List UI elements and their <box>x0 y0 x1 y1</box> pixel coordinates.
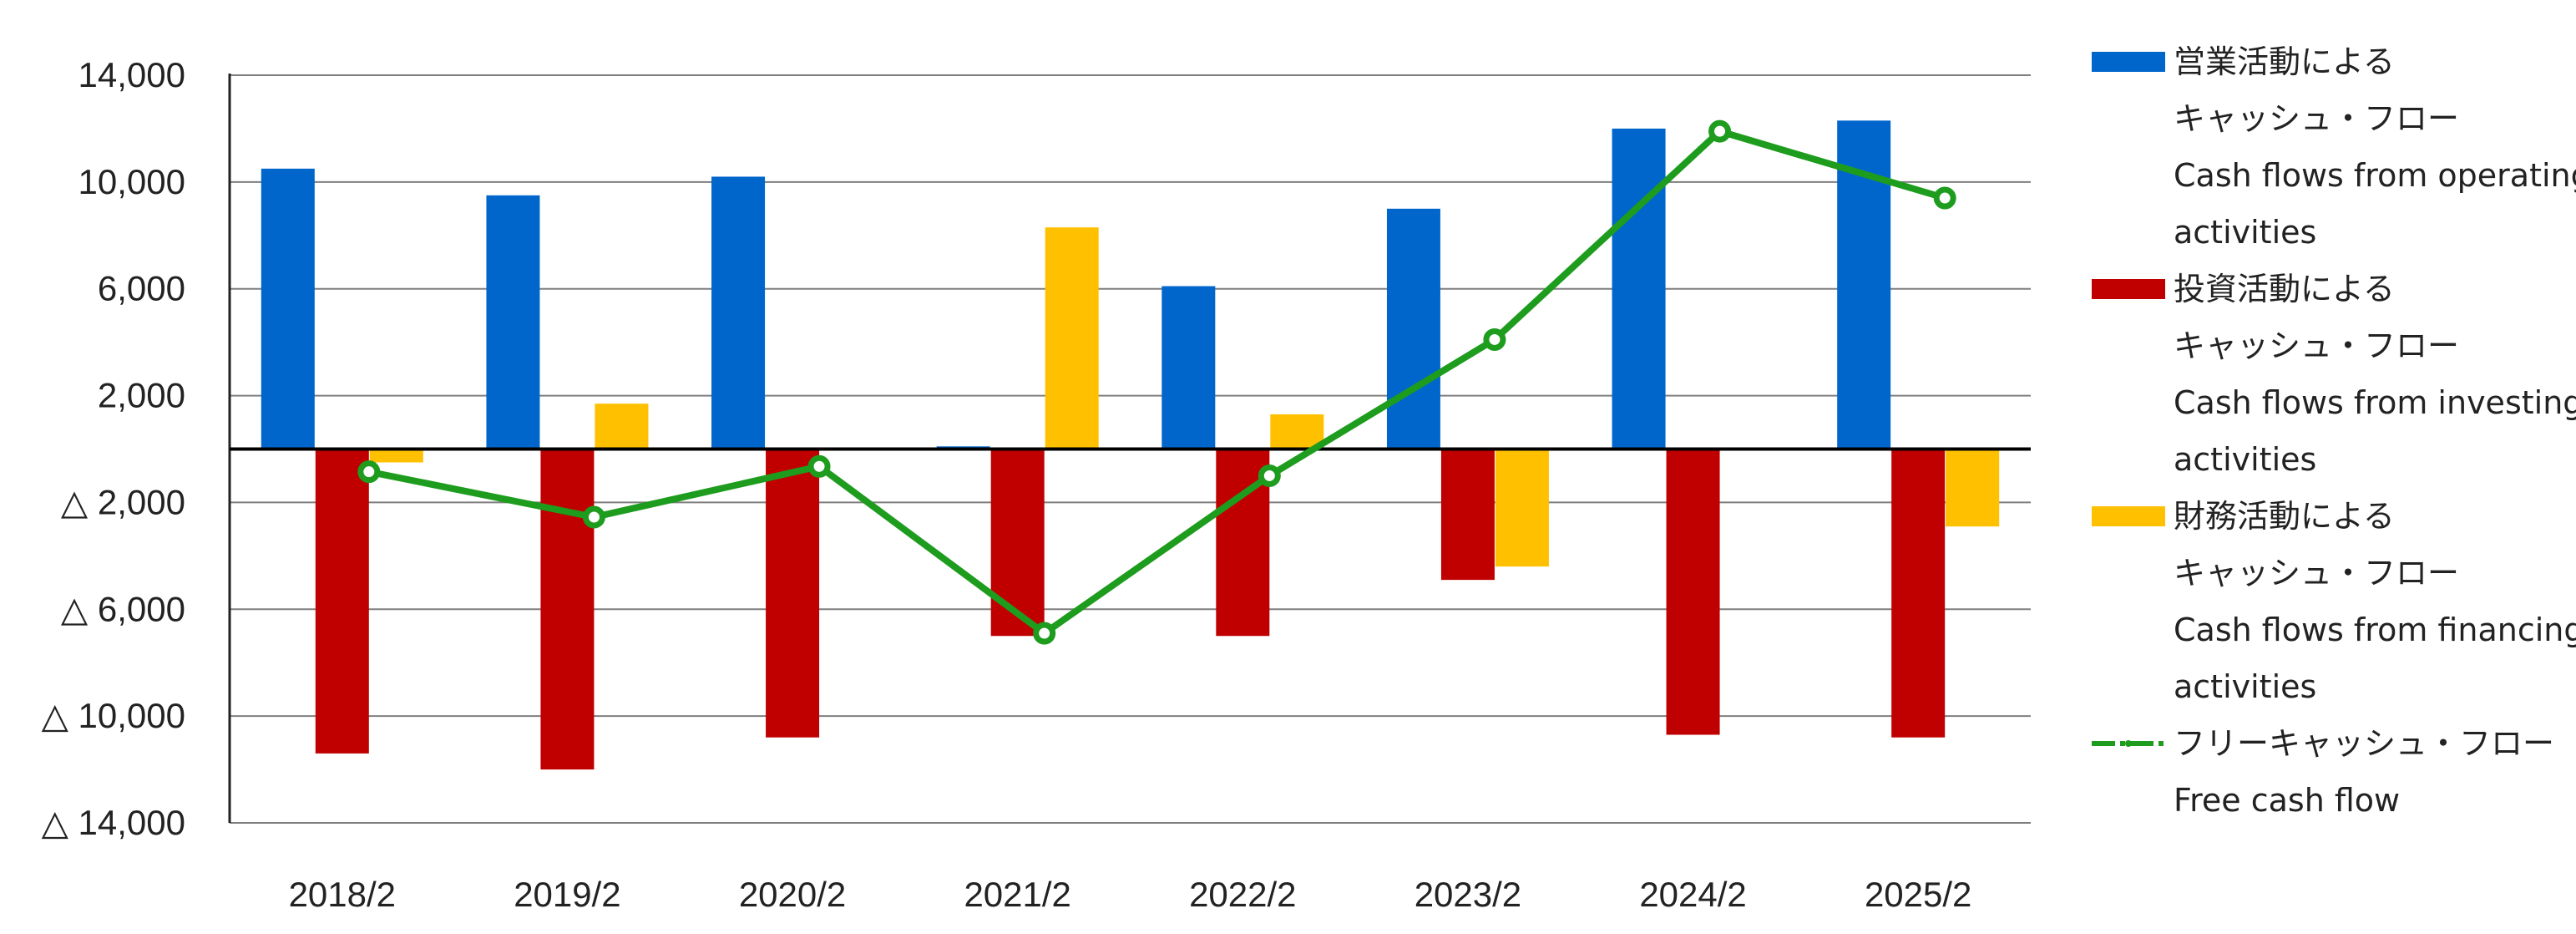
bar <box>540 449 595 770</box>
axes <box>228 74 2031 823</box>
bar <box>369 449 423 463</box>
y-tick-label: 10,000 <box>78 162 185 201</box>
y-tick-label: △ 6,000 <box>61 589 185 628</box>
chart-legend: 営業活動によるキャッシュ・フロー Cash flows from operatin… <box>2092 33 2576 829</box>
legend-label: activities <box>2174 214 2317 251</box>
free-cash-flow-line <box>357 119 1956 645</box>
bar <box>711 176 766 449</box>
line-point <box>582 505 605 529</box>
legend-label: キャッシュ・フロー <box>2174 100 2460 137</box>
line-point <box>1033 622 1056 645</box>
bars <box>261 120 2000 770</box>
line-point <box>807 454 831 478</box>
legend-item: 営業活動によるキャッシュ・フロー Cash flows from operatin… <box>2092 33 2576 261</box>
x-tick-label: 2020/2 <box>739 875 846 914</box>
x-tick-label: 2021/2 <box>964 875 1070 914</box>
legend-swatch <box>2092 52 2165 72</box>
bar <box>1946 449 2000 527</box>
x-tick-label: 2022/2 <box>1189 875 1296 914</box>
legend-swatch <box>2092 740 2165 747</box>
legend-label: 財務活動による <box>2174 498 2395 535</box>
tick-labels: 14,000 10,000 6,000 2,000 △ 2,000 △ 6,000 △ 10… <box>42 55 1972 914</box>
cash-flow-chart: 14,000 10,000 6,000 2,000 △ 2,000 △ 6,000 △ 10… <box>42 55 2031 914</box>
bar <box>766 449 820 738</box>
y-tick-label: △ 14,000 <box>42 803 185 842</box>
bar <box>1045 227 1099 449</box>
bar <box>1666 449 1720 735</box>
legend-label: 営業活動による <box>2174 43 2395 80</box>
legend-label: 投資活動による <box>2174 271 2395 307</box>
legend-label: Free cash flow <box>2174 782 2401 819</box>
legend-label: キャッシュ・フロー <box>2174 327 2460 364</box>
bar <box>595 404 649 449</box>
y-tick-label: △ 10,000 <box>42 696 185 735</box>
x-tick-label: 2025/2 <box>1865 875 1971 914</box>
bar <box>1612 128 1666 449</box>
x-tick-label: 2023/2 <box>1415 875 1521 914</box>
y-tick-label: 2,000 <box>98 376 185 415</box>
legend-item: フリーキャッシュ・フロー Free cash flow <box>2092 715 2568 829</box>
bar <box>315 449 369 754</box>
line-point <box>1483 327 1506 351</box>
legend-label: activities <box>2174 441 2317 478</box>
x-tick-label: 2018/2 <box>289 875 396 914</box>
legend-label: Cash flows from operating <box>2174 157 2576 194</box>
legend-label: activities <box>2174 668 2317 705</box>
bar <box>1161 286 1216 449</box>
bar <box>1891 449 1946 738</box>
x-tick-label: 2019/2 <box>514 875 620 914</box>
legend-item: 財務活動によるキャッシュ・フロー Cash flows from financin… <box>2092 488 2576 715</box>
bar <box>1386 208 1440 449</box>
bar <box>1495 449 1549 567</box>
bar <box>1270 414 1324 449</box>
legend-item: 投資活動によるキャッシュ・フロー Cash flows from investin… <box>2092 261 2576 488</box>
legend-swatch <box>2092 279 2165 299</box>
x-tick-label: 2024/2 <box>1639 875 1746 914</box>
bar <box>261 168 315 449</box>
line-point <box>1258 464 1281 487</box>
bar <box>990 449 1045 637</box>
legend-label: フリーキャッシュ・フロー <box>2174 725 2555 762</box>
legend-swatch <box>2092 506 2165 526</box>
bar <box>486 195 540 449</box>
line-point <box>1933 186 1956 210</box>
y-tick-label: 6,000 <box>98 269 185 308</box>
legend-label: Cash flows from financing <box>2174 612 2576 648</box>
y-tick-label: △ 2,000 <box>61 482 185 521</box>
series-line <box>368 128 1946 637</box>
line-point <box>357 460 381 484</box>
legend-label: Cash flows from investing <box>2174 384 2576 421</box>
bar <box>1440 449 1495 581</box>
y-tick-label: 14,000 <box>78 55 185 94</box>
line-point <box>1708 119 1732 143</box>
legend-label: キャッシュ・フロー <box>2174 555 2460 591</box>
